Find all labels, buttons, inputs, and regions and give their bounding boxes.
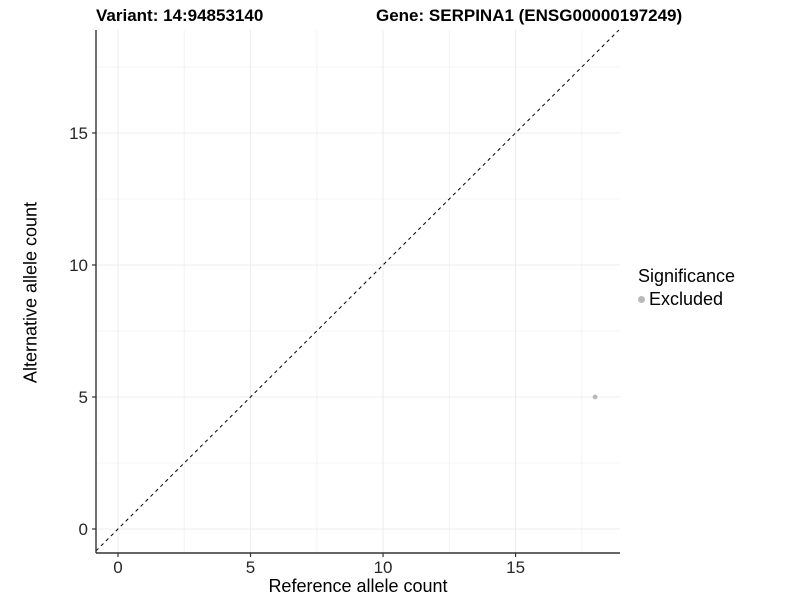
gene-title: Gene: SERPINA1 (ENSG00000197249) xyxy=(376,6,683,25)
x-axis-label: Reference allele count xyxy=(268,576,448,596)
x-tick-label: 0 xyxy=(113,558,122,577)
legend: Significance Excluded xyxy=(638,266,735,310)
legend-item-label: Excluded xyxy=(649,289,724,309)
y-tick-label: 0 xyxy=(79,520,88,539)
legend-point-icon xyxy=(638,296,645,303)
y-tick-label: 15 xyxy=(69,124,88,143)
x-tick-label: 15 xyxy=(506,558,525,577)
y-tick-label: 5 xyxy=(79,388,88,407)
identity-reference-line xyxy=(95,29,620,552)
x-tick-label: 10 xyxy=(374,558,393,577)
x-tick-label: 5 xyxy=(246,558,255,577)
legend-item-excluded: Excluded xyxy=(638,289,735,310)
y-axis-label: Alternative allele count xyxy=(20,201,41,384)
legend-title: Significance xyxy=(638,266,736,286)
y-tick-label: 10 xyxy=(69,256,88,275)
variant-title: Variant: 14:94853140 xyxy=(96,6,264,25)
data-point xyxy=(592,394,598,400)
